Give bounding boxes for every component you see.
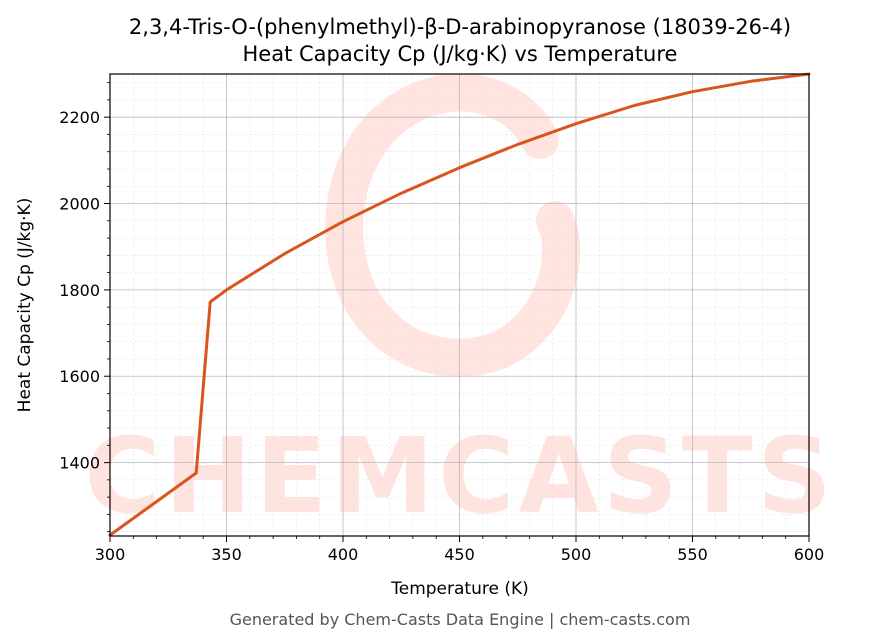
series-line-0 — [108, 72, 811, 537]
footer-credit: Generated by Chem-Casts Data Engine | ch… — [230, 610, 691, 629]
watermark-text: CHEMCASTS — [84, 415, 835, 537]
y-tick-label: 1800 — [59, 281, 100, 300]
x-axis: 300 350 400 450 500 550 600 — [95, 536, 825, 564]
x-tick-label: 350 — [211, 545, 242, 564]
chart-title: 2,3,4-Tris-O-(phenylmethyl)-β-D-arabinop… — [129, 15, 791, 39]
y-axis-label: Heat Capacity Cp (J/kg·K) — [15, 198, 35, 413]
y-tick-label: 1600 — [59, 367, 100, 386]
x-tick-label: 400 — [328, 545, 359, 564]
x-tick-label: 550 — [677, 545, 708, 564]
x-tick-label: 450 — [444, 545, 475, 564]
watermark-logo-swirl — [325, 73, 581, 377]
y-tick-label: 2000 — [59, 195, 100, 214]
chart-subtitle: Heat Capacity Cp (J/kg·K) vs Temperature — [243, 42, 678, 66]
x-tick-label: 500 — [561, 545, 592, 564]
y-tick-label: 1400 — [59, 454, 100, 473]
x-axis-label: Temperature (K) — [390, 579, 529, 599]
x-tick-label: 600 — [794, 545, 825, 564]
y-tick-label: 2200 — [59, 108, 100, 127]
watermark: CHEMCASTS — [84, 73, 835, 537]
series-layer — [108, 72, 811, 537]
x-tick-label: 300 — [95, 545, 126, 564]
y-axis: 1400 1600 1800 2000 2200 — [59, 82, 110, 533]
